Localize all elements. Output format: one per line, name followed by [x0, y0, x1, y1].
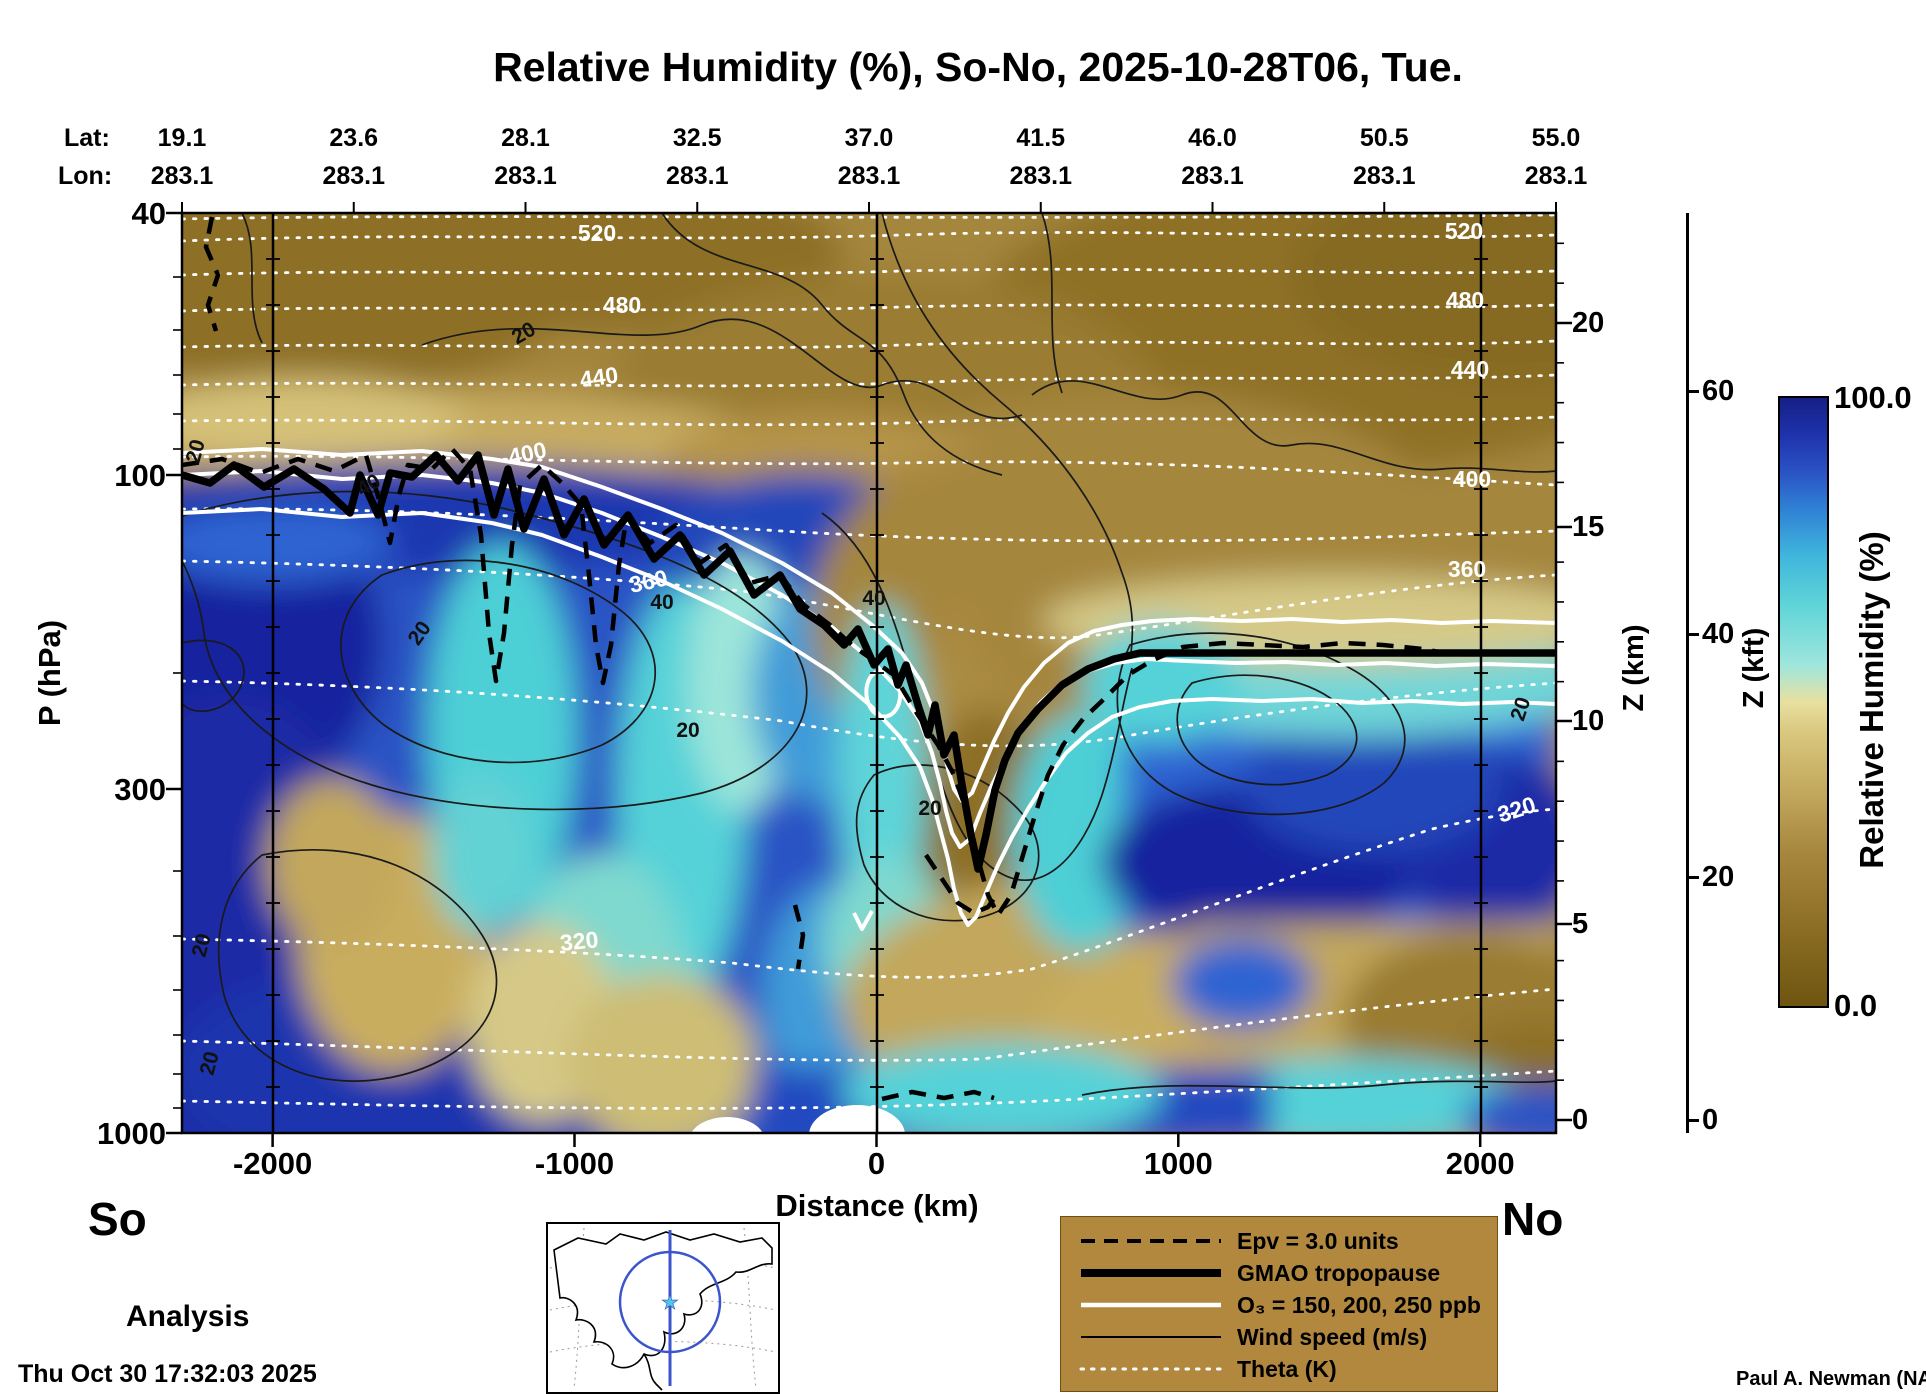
contour-label: 20 — [918, 797, 941, 820]
lon-value: 283.1 — [494, 162, 557, 190]
z-km-tick-label: 20 — [1572, 307, 1605, 339]
legend-line-sample — [1079, 1367, 1223, 1371]
lat-value: 41.5 — [1016, 124, 1066, 152]
plot-frame — [166, 202, 1572, 1147]
lon-value: 283.1 — [1181, 162, 1244, 190]
lat-axis-prefix: Lat: — [64, 124, 110, 152]
pressure-tick-label: 40 — [131, 196, 166, 231]
pressure-tick-label: 1000 — [97, 1116, 166, 1151]
contour-label: 40 — [650, 591, 673, 614]
legend-line-sample — [1081, 1336, 1221, 1338]
z-km-tick-label: 0 — [1572, 1104, 1589, 1136]
lon-value: 283.1 — [1524, 162, 1588, 190]
lon-value: 283.1 — [150, 162, 214, 190]
lon-value: 283.1 — [322, 162, 386, 190]
lat-value: 55.0 — [1531, 124, 1581, 152]
z-kft-tick — [1689, 1119, 1699, 1122]
ozone-contours — [182, 447, 1556, 931]
legend-line-sample — [1081, 1239, 1221, 1243]
wind-speed-contours — [182, 213, 1556, 1096]
lat-value: 19.1 — [157, 124, 207, 152]
lon-value: 283.1 — [1009, 162, 1073, 190]
distance-tick-label: -1000 — [534, 1146, 615, 1181]
legend-item: O₃ = 150, 200, 250 ppb — [1061, 1289, 1497, 1321]
contour-label: 320 — [559, 926, 600, 956]
z-kft-axis-label: Z (kft) — [1737, 627, 1770, 709]
lat-value: 46.0 — [1188, 124, 1237, 152]
lat-value: 32.5 — [672, 124, 722, 152]
z-kft-tick-label: 60 — [1702, 375, 1735, 407]
lon-value: 283.1 — [665, 162, 729, 190]
legend-item: Wind speed (m/s) — [1061, 1321, 1497, 1353]
section-center-star: ★ — [661, 1292, 679, 1314]
z-kft-tick — [1689, 633, 1699, 636]
lon-value: 283.1 — [1352, 162, 1416, 190]
contour-label: 480 — [1446, 287, 1484, 313]
north-endpoint-label: No — [1502, 1193, 1564, 1245]
lat-value: 37.0 — [844, 124, 894, 152]
contour-label: 520 — [1445, 218, 1483, 244]
distance-tick-label: -2000 — [232, 1146, 313, 1181]
analysis-label: Analysis — [126, 1300, 250, 1333]
lon-axis-prefix: Lon: — [58, 162, 113, 190]
contour-label: 40 — [862, 587, 885, 610]
z-kft-tick-label: 40 — [1702, 618, 1735, 650]
z-kft-tick — [1689, 876, 1699, 879]
z-km-tick-label: 10 — [1572, 705, 1605, 737]
pressure-tick-label: 300 — [114, 772, 166, 807]
map-inset: ★ — [546, 1222, 780, 1394]
pressure-axis-label: P (hPa) — [32, 619, 67, 727]
legend-item-label: O₃ = 150, 200, 250 ppb — [1237, 1291, 1481, 1318]
gmao-tropopause-line — [182, 451, 1556, 873]
distance-tick-label: 2000 — [1445, 1146, 1515, 1181]
z-km-tick-label: 15 — [1572, 511, 1605, 543]
section-waypoint-lines — [266, 213, 1488, 1133]
contour-label: 440 — [1451, 356, 1489, 382]
colorbar-min-label: 0.0 — [1834, 988, 1878, 1023]
legend-item-label: Epv = 3.0 units — [1237, 1227, 1399, 1254]
lat-value: 23.6 — [329, 124, 379, 152]
chart-title: Relative Humidity (%), So-No, 2025-10-28… — [493, 44, 1463, 90]
credit: Paul A. Newman (NASA — [1736, 1368, 1926, 1390]
contour-label: 440 — [578, 362, 620, 393]
z-km-tick-label: 5 — [1572, 908, 1589, 940]
legend-item-label: GMAO tropopause — [1237, 1259, 1441, 1286]
legend-line-sample — [1081, 1302, 1221, 1308]
distance-axis-label: Distance (km) — [775, 1188, 979, 1223]
south-endpoint-label: So — [88, 1193, 147, 1245]
legend-line-sample — [1081, 1269, 1221, 1277]
legend-item: GMAO tropopause — [1061, 1257, 1497, 1289]
z-kft-tick-label: 0 — [1702, 1104, 1719, 1136]
lat-value: 50.5 — [1359, 124, 1409, 152]
legend-item: Epv = 3.0 units — [1061, 1225, 1497, 1257]
colorbar — [1778, 396, 1829, 1008]
lon-value: 283.1 — [837, 162, 901, 190]
timestamp: Thu Oct 30 17:32:03 2025 — [18, 1360, 317, 1388]
legend-item-label: Wind speed (m/s) — [1237, 1323, 1428, 1350]
z-kft-tick-label: 20 — [1702, 861, 1735, 893]
z-kft-axis-line — [1686, 213, 1689, 1133]
z-km-axis-label: Z (km) — [1617, 624, 1650, 712]
contour-label: 480 — [603, 292, 641, 318]
distance-tick-label: 0 — [867, 1146, 886, 1181]
pressure-tick-label: 100 — [114, 458, 166, 493]
distance-tick-label: 1000 — [1143, 1146, 1213, 1181]
colorbar-axis-label: Relative Humidity (%) — [1853, 531, 1890, 869]
colorbar-max-label: 100.0 — [1834, 380, 1912, 415]
legend-item: Theta (K) — [1061, 1353, 1497, 1385]
z-kft-tick — [1689, 390, 1699, 393]
lat-value: 28.1 — [501, 124, 550, 152]
contour-label: 520 — [578, 220, 616, 246]
contour-label: 20 — [676, 719, 699, 742]
contour-label: 360 — [1448, 556, 1486, 582]
contour-label: 400 — [1453, 466, 1491, 492]
legend-item-label: Theta (K) — [1237, 1355, 1337, 1382]
legend: Epv = 3.0 units GMAO tropopause O₃ = 150, … — [1060, 1216, 1498, 1392]
